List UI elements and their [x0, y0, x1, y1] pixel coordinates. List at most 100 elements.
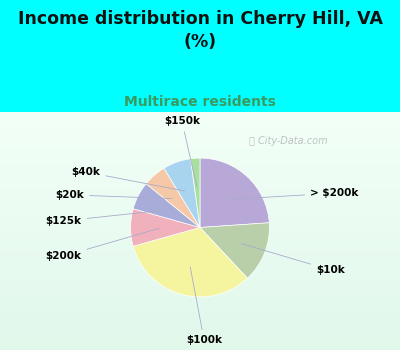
Bar	[0, 317, 400, 319]
Bar	[0, 217, 400, 219]
Bar	[0, 188, 400, 190]
Bar	[0, 288, 400, 290]
Bar	[0, 276, 400, 279]
Bar	[0, 264, 400, 267]
Bar	[0, 267, 400, 269]
Bar	[0, 141, 400, 143]
Wedge shape	[133, 184, 200, 228]
Bar	[0, 240, 400, 243]
Bar	[0, 269, 400, 272]
Bar	[0, 114, 400, 117]
Bar	[0, 214, 400, 217]
Bar	[0, 348, 400, 350]
Bar	[0, 126, 400, 129]
Bar	[0, 300, 400, 302]
Text: $20k: $20k	[55, 190, 172, 200]
Bar	[0, 162, 400, 164]
Bar	[0, 136, 400, 138]
Text: 🔍 City-Data.com: 🔍 City-Data.com	[249, 136, 327, 146]
Bar	[0, 190, 400, 193]
Bar	[0, 250, 400, 252]
Bar	[0, 172, 400, 174]
Bar	[0, 198, 400, 200]
Wedge shape	[200, 158, 269, 228]
Bar	[0, 260, 400, 262]
Bar	[0, 117, 400, 119]
Bar	[0, 281, 400, 284]
Wedge shape	[146, 168, 200, 228]
Bar	[0, 274, 400, 276]
Bar	[0, 210, 400, 212]
Bar	[0, 305, 400, 307]
Bar	[0, 231, 400, 233]
Bar	[0, 145, 400, 148]
Wedge shape	[190, 158, 200, 228]
Bar	[0, 222, 400, 224]
Bar	[0, 157, 400, 160]
Bar	[0, 329, 400, 331]
Bar	[0, 243, 400, 245]
Bar	[0, 226, 400, 229]
Bar	[0, 252, 400, 255]
Bar	[0, 248, 400, 250]
Bar	[0, 290, 400, 293]
Text: $150k: $150k	[164, 116, 200, 187]
Bar	[0, 331, 400, 333]
Bar	[0, 176, 400, 178]
Bar	[0, 343, 400, 345]
Bar	[0, 319, 400, 321]
Bar	[0, 193, 400, 195]
Bar	[0, 338, 400, 341]
Wedge shape	[130, 209, 200, 246]
Bar	[0, 255, 400, 257]
Text: Multirace residents: Multirace residents	[124, 94, 276, 108]
Bar	[0, 143, 400, 145]
Bar	[0, 160, 400, 162]
Wedge shape	[200, 223, 270, 278]
Text: Income distribution in Cherry Hill, VA
(%): Income distribution in Cherry Hill, VA (…	[18, 10, 382, 51]
Bar	[0, 202, 400, 205]
Bar	[0, 333, 400, 336]
Text: > $200k: > $200k	[229, 188, 359, 199]
Bar	[0, 148, 400, 150]
Bar	[0, 245, 400, 248]
Bar	[0, 174, 400, 176]
Bar	[0, 207, 400, 210]
Bar	[0, 336, 400, 338]
Bar	[0, 341, 400, 343]
Bar	[0, 183, 400, 186]
Bar	[0, 133, 400, 136]
Text: $40k: $40k	[72, 167, 184, 191]
Wedge shape	[133, 228, 247, 297]
Bar	[0, 155, 400, 157]
Bar	[0, 229, 400, 231]
Bar	[0, 129, 400, 131]
Bar	[0, 314, 400, 317]
Bar	[0, 131, 400, 133]
Bar	[0, 153, 400, 155]
Bar	[0, 205, 400, 207]
Bar	[0, 164, 400, 167]
Bar	[0, 233, 400, 236]
Bar	[0, 138, 400, 141]
Bar	[0, 112, 400, 114]
Bar	[0, 302, 400, 305]
Bar	[0, 238, 400, 240]
Bar	[0, 326, 400, 329]
Text: $10k: $10k	[242, 244, 345, 275]
Bar	[0, 169, 400, 171]
Bar	[0, 236, 400, 238]
Bar	[0, 284, 400, 286]
Text: $100k: $100k	[186, 267, 222, 345]
Bar	[0, 279, 400, 281]
Bar	[0, 167, 400, 169]
Text: $125k: $125k	[46, 210, 163, 226]
Bar	[0, 257, 400, 260]
Bar	[0, 121, 400, 124]
Bar	[0, 195, 400, 198]
Bar	[0, 321, 400, 324]
Bar	[0, 309, 400, 312]
Bar	[0, 298, 400, 300]
Bar	[0, 324, 400, 326]
Bar	[0, 212, 400, 214]
